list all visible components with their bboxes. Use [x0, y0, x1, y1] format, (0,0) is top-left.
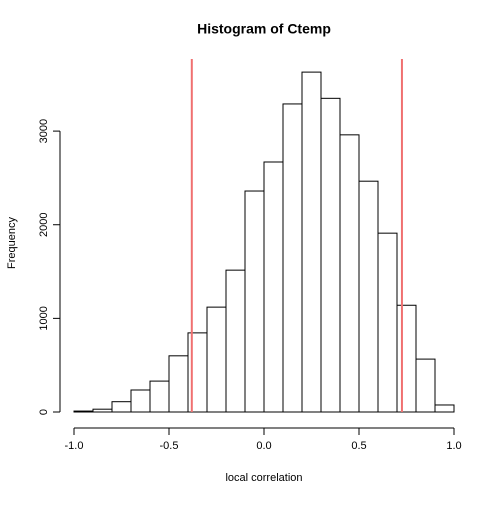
bar: [92, 408, 113, 413]
bar: [244, 190, 265, 413]
y-tick-label: 1000: [38, 306, 50, 330]
x-tick-label: 1.0: [446, 440, 461, 452]
bar: [358, 180, 379, 413]
bar: [263, 161, 284, 413]
y-tick-label: 0: [38, 409, 50, 415]
bar: [339, 134, 360, 413]
bar: [282, 103, 303, 413]
x-tick-label: -0.5: [160, 440, 179, 452]
bar: [415, 358, 436, 413]
bar: [130, 389, 151, 413]
bar: [149, 380, 170, 413]
bar: [225, 269, 246, 413]
bar: [434, 404, 455, 413]
x-tick-label: 0.5: [351, 440, 366, 452]
bar: [320, 97, 341, 413]
chart-title: Histogram of Ctemp: [197, 21, 331, 37]
bar: [396, 304, 417, 413]
y-axis-label: Frequency: [6, 217, 18, 269]
bar: [111, 401, 132, 413]
bar: [301, 71, 322, 413]
bar: [377, 232, 398, 413]
y-tick-label: 3000: [38, 119, 50, 143]
x-tick-label: 0.0: [256, 440, 271, 452]
y-tick-label: 2000: [38, 212, 50, 236]
x-axis-label: local correlation: [225, 472, 302, 484]
bar: [168, 355, 189, 413]
x-tick-label: -1.0: [65, 440, 84, 452]
bar: [206, 306, 227, 413]
bar: [73, 410, 94, 413]
